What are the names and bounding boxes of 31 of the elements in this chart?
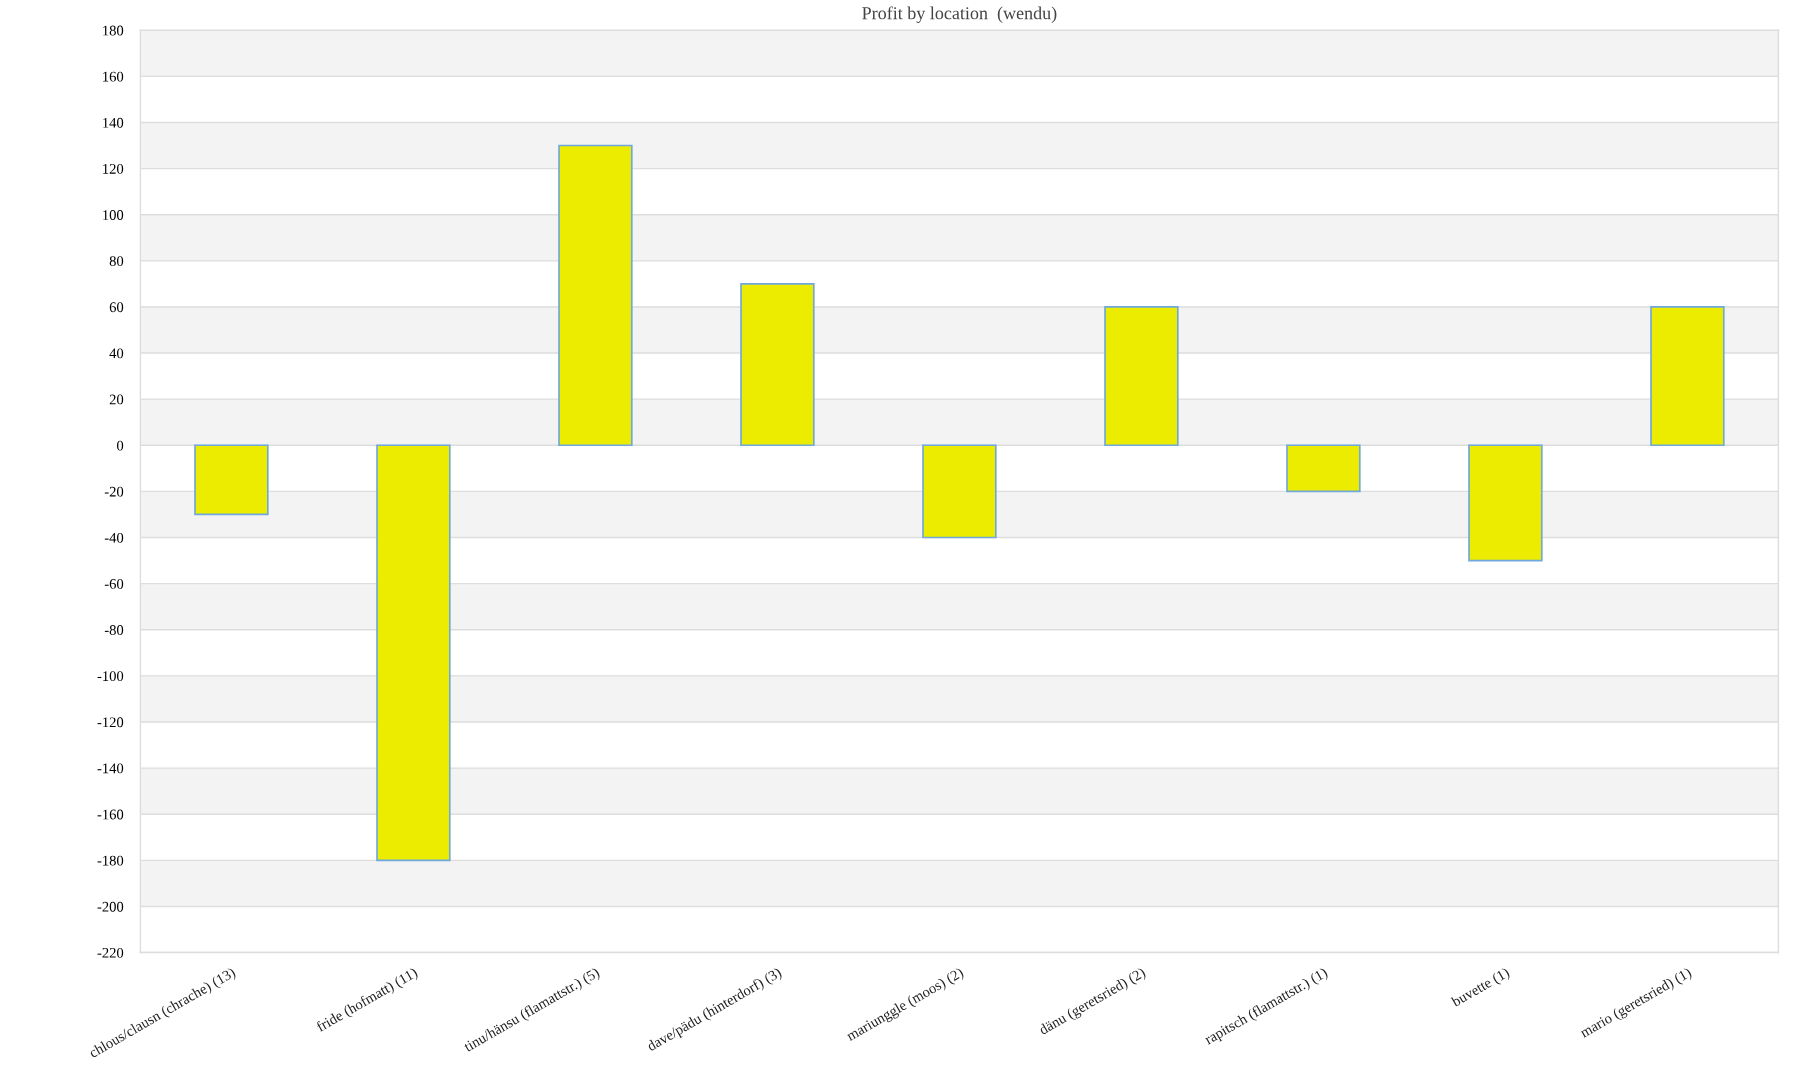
y-tick-label: 140	[103, 117, 124, 128]
y-tick-label: -80	[104, 625, 124, 635]
bar	[740, 283, 815, 447]
y-tick-label: -220	[97, 947, 124, 958]
y-tick-label: 80	[109, 256, 124, 267]
bar	[922, 444, 997, 539]
y-tick-label: 0	[117, 440, 124, 451]
y-tick-label: -60	[104, 578, 124, 589]
bar	[194, 444, 269, 516]
y-tick-label: 20	[109, 394, 124, 405]
bar	[1104, 306, 1179, 447]
bar	[558, 144, 633, 447]
y-tick-label: 40	[109, 348, 124, 359]
y-tick-label: -40	[104, 532, 124, 543]
bar	[1468, 444, 1543, 562]
y-tick-label: -100	[97, 671, 124, 682]
y-tick-label: -180	[97, 855, 124, 866]
bar	[376, 444, 451, 862]
y-tick-label: 120	[103, 163, 124, 174]
y-tick-label: 180	[103, 25, 124, 36]
y-tick-label: 100	[103, 210, 124, 220]
y-tick-label: -140	[97, 763, 124, 774]
y-tick-label: 160	[103, 71, 124, 82]
bar	[1650, 306, 1725, 447]
bar	[1286, 444, 1361, 493]
y-tick-label: -200	[97, 901, 124, 912]
y-tick-label: -160	[97, 809, 124, 820]
y-tick-label: -120	[97, 717, 124, 728]
chart-title: Profit by location (wendu)	[862, 6, 1057, 24]
y-tick-label: 60	[109, 302, 124, 313]
y-tick-label: -20	[104, 486, 124, 497]
